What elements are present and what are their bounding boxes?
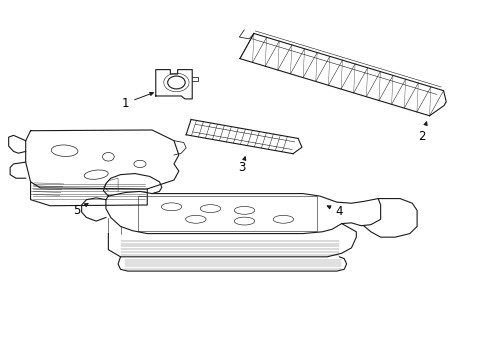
Text: 5: 5: [73, 203, 88, 217]
Text: 4: 4: [326, 205, 343, 218]
Text: 3: 3: [238, 157, 245, 174]
Text: 2: 2: [417, 122, 427, 143]
Text: 1: 1: [122, 93, 153, 110]
